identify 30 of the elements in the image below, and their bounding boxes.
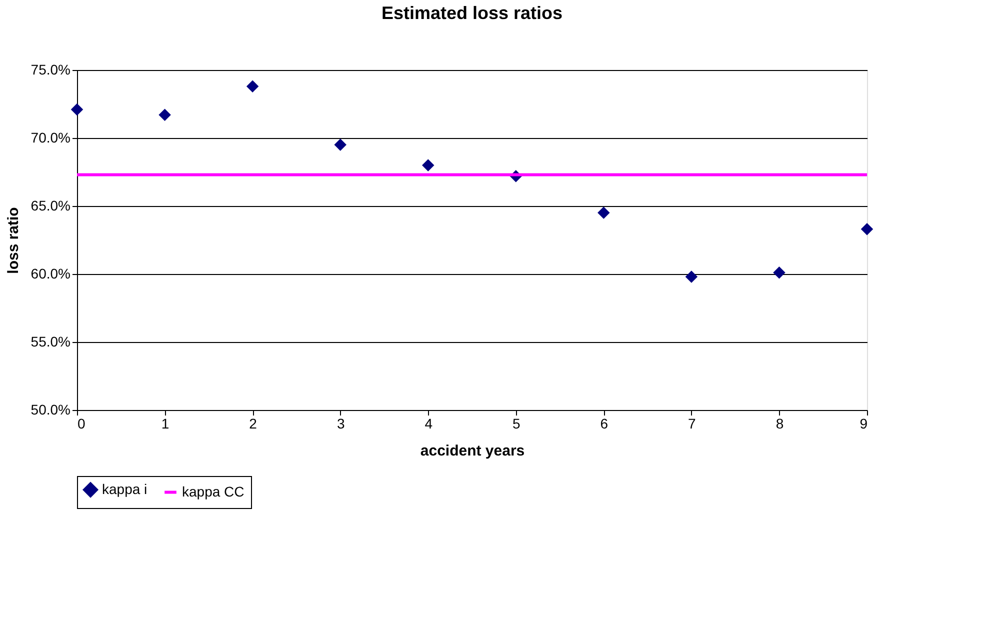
x-tick-label: 9 [860, 416, 868, 432]
point [773, 266, 786, 279]
x-tick-label: 0 [78, 416, 86, 432]
legend-label: kappa i [102, 480, 148, 497]
x-tick-label: 6 [600, 416, 608, 432]
y-tick-label: 50.0% [30, 402, 70, 418]
x-tick-label: 3 [336, 416, 345, 432]
point [334, 138, 346, 151]
y-axis-title: loss ratio [4, 207, 22, 274]
x-tick-label: 7 [688, 416, 696, 432]
chart-title: Estimated loss ratios [381, 3, 563, 23]
point [246, 80, 259, 92]
y-tick-label: 60.0% [30, 266, 70, 282]
x-tick-label: 8 [776, 416, 784, 432]
point [422, 159, 434, 172]
x-tick-label: 2 [249, 416, 258, 432]
y-tick-label: 55.0% [30, 334, 70, 350]
point [598, 206, 610, 219]
y-tick-label: 65.0% [30, 198, 70, 214]
y-tick-label: 75.0% [30, 62, 70, 78]
y-tick-label: 70.0% [30, 130, 70, 146]
x-tick-label: 4 [424, 416, 433, 432]
x-axis-title: accident years [420, 442, 525, 460]
point [70, 103, 84, 116]
point [685, 270, 698, 283]
point [860, 222, 874, 236]
point [158, 108, 171, 122]
x-tick-label: 5 [512, 416, 520, 432]
legend-label: kappa CC [182, 483, 244, 500]
x-tick-label: 1 [161, 416, 170, 432]
